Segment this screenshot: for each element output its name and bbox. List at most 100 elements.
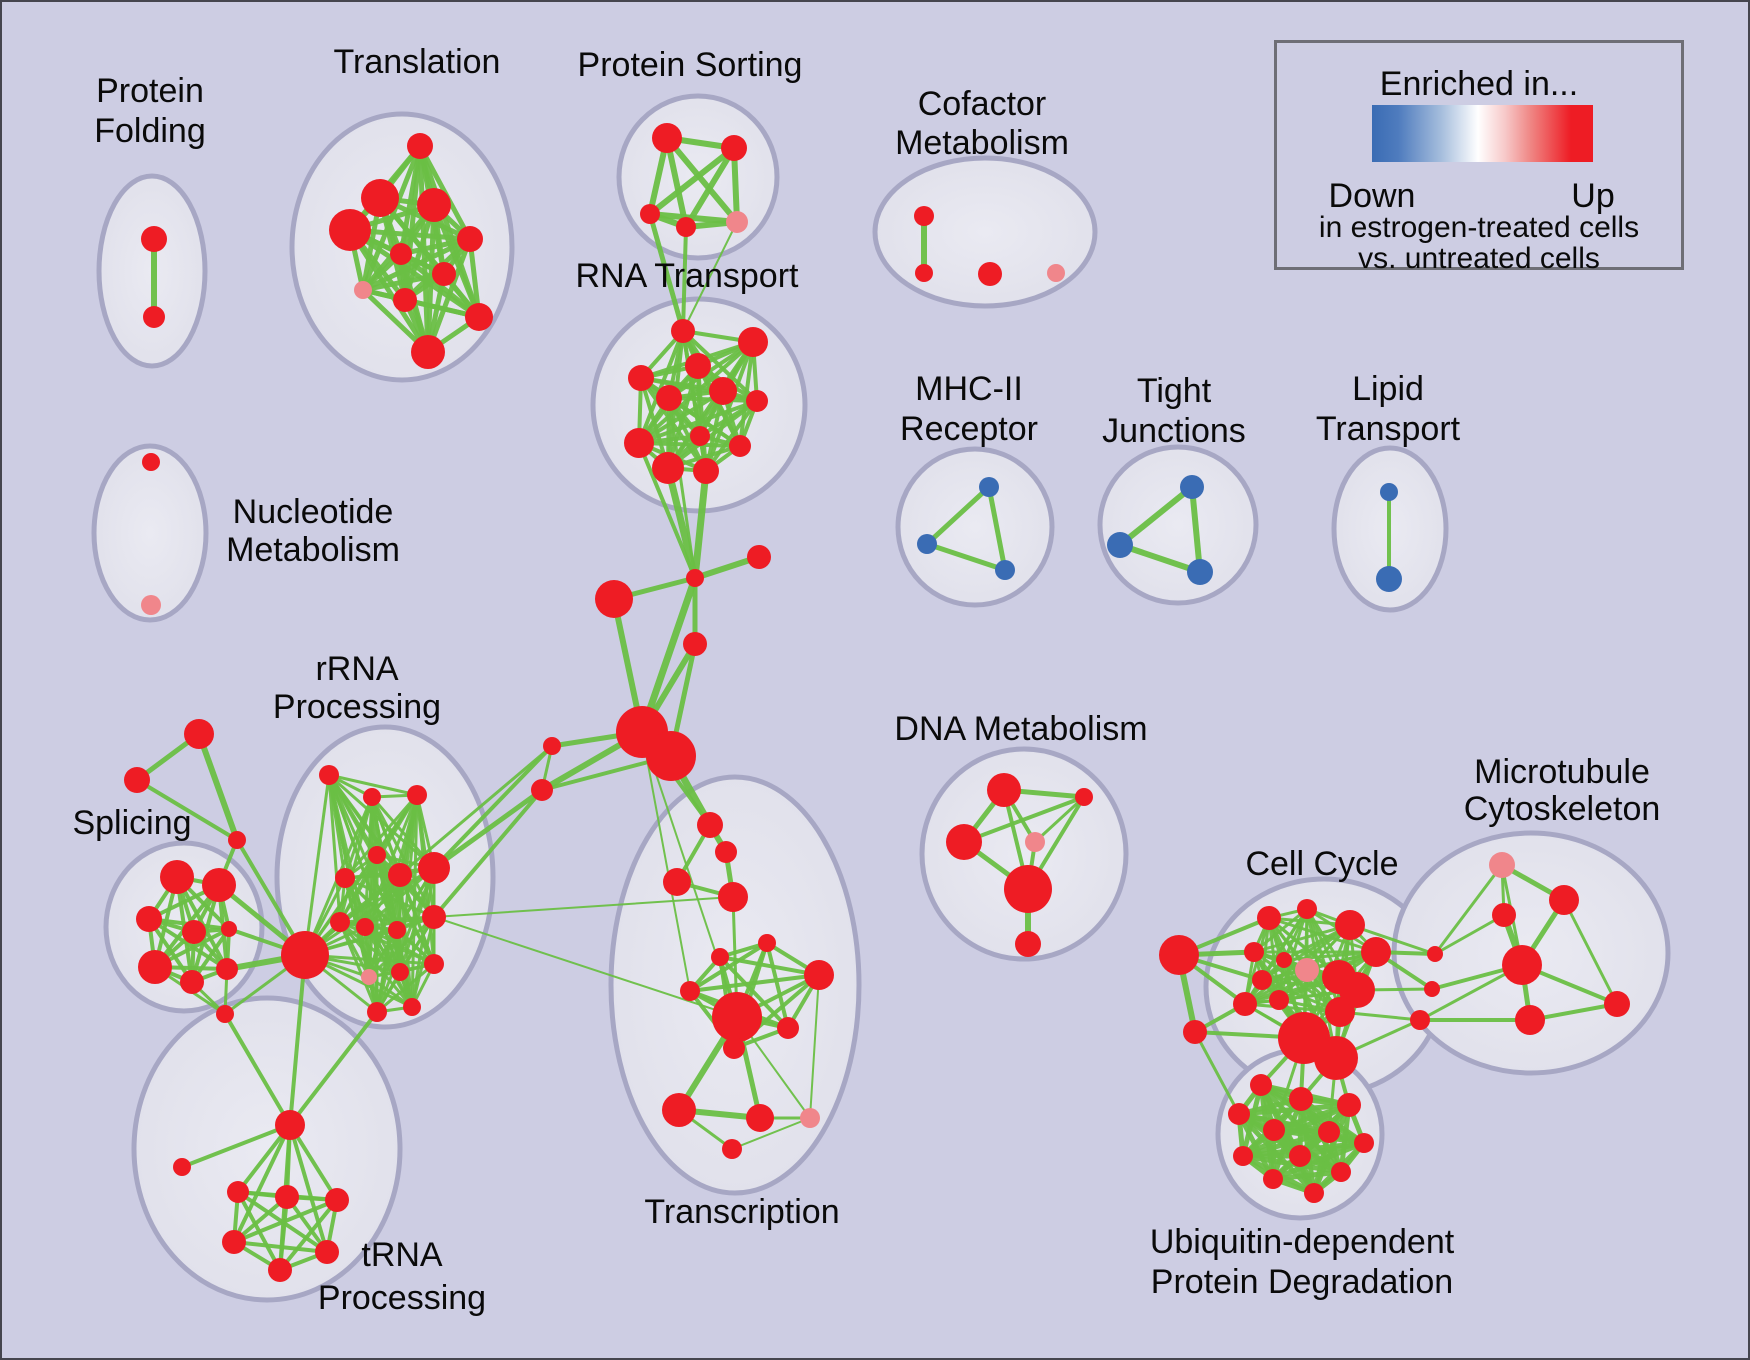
- network-node-hb2[interactable]: [646, 731, 696, 781]
- network-node-tl1[interactable]: [407, 133, 433, 159]
- network-node-nm1[interactable]: [142, 453, 160, 471]
- network-node-tc6[interactable]: [711, 948, 729, 966]
- network-node-pf1[interactable]: [141, 226, 167, 252]
- network-node-cf3[interactable]: [978, 262, 1002, 286]
- network-node-cc9[interactable]: [1295, 958, 1319, 982]
- network-node-ub10[interactable]: [1331, 1162, 1351, 1182]
- network-node-cc13[interactable]: [1233, 992, 1257, 1016]
- network-node-tl11[interactable]: [411, 335, 445, 369]
- network-node-mh1[interactable]: [979, 477, 999, 497]
- network-node-tc12[interactable]: [662, 1093, 696, 1127]
- network-node-sp1[interactable]: [160, 860, 194, 894]
- network-node-mt5[interactable]: [1515, 1005, 1545, 1035]
- network-node-sp4[interactable]: [182, 920, 206, 944]
- network-node-wn2[interactable]: [531, 779, 553, 801]
- network-node-ub9[interactable]: [1289, 1145, 1311, 1167]
- network-node-tn3[interactable]: [275, 1185, 299, 1209]
- network-node-cc15[interactable]: [1325, 997, 1355, 1027]
- network-node-rt8[interactable]: [624, 428, 654, 458]
- network-node-ps1[interactable]: [652, 123, 682, 153]
- network-node-rr11[interactable]: [422, 905, 446, 929]
- network-node-rr14[interactable]: [391, 963, 409, 981]
- network-node-tl5[interactable]: [457, 226, 483, 252]
- network-node-tn0[interactable]: [275, 1110, 305, 1140]
- network-node-rt3[interactable]: [685, 353, 711, 379]
- network-node-mt6[interactable]: [1604, 991, 1630, 1017]
- network-node-rr12[interactable]: [281, 931, 329, 979]
- network-node-cc1[interactable]: [1159, 935, 1199, 975]
- network-node-tg3[interactable]: [228, 831, 246, 849]
- network-node-tc13[interactable]: [746, 1104, 774, 1132]
- network-node-rr10[interactable]: [388, 921, 406, 939]
- network-node-dm3[interactable]: [946, 824, 982, 860]
- network-node-dm4[interactable]: [1025, 832, 1045, 852]
- network-node-tc2[interactable]: [715, 841, 737, 863]
- network-node-dm1[interactable]: [987, 773, 1021, 807]
- network-node-ub6[interactable]: [1318, 1121, 1340, 1143]
- network-node-sp2[interactable]: [202, 868, 236, 902]
- network-node-sp3[interactable]: [136, 906, 162, 932]
- network-node-ub7[interactable]: [1354, 1133, 1374, 1153]
- network-node-cf1[interactable]: [914, 206, 934, 226]
- network-node-tn2[interactable]: [227, 1181, 249, 1203]
- network-node-rt12[interactable]: [693, 458, 719, 484]
- network-node-tl4[interactable]: [329, 209, 371, 251]
- network-node-rt10[interactable]: [729, 435, 751, 457]
- network-node-wn1[interactable]: [543, 737, 561, 755]
- network-node-tc7[interactable]: [680, 981, 700, 1001]
- network-node-tc14[interactable]: [800, 1108, 820, 1128]
- network-node-cc7[interactable]: [1244, 942, 1264, 962]
- network-node-rt6[interactable]: [709, 377, 737, 405]
- network-node-mt3[interactable]: [1492, 903, 1516, 927]
- network-node-ps4[interactable]: [676, 217, 696, 237]
- network-node-mt2[interactable]: [1549, 885, 1579, 915]
- network-node-rt7[interactable]: [746, 390, 768, 412]
- network-node-rt9[interactable]: [690, 426, 710, 446]
- network-node-br3[interactable]: [1410, 1010, 1430, 1030]
- network-node-cc8[interactable]: [1276, 952, 1292, 968]
- network-node-rr4[interactable]: [368, 846, 386, 864]
- network-node-ub12[interactable]: [1304, 1183, 1324, 1203]
- network-node-cn4[interactable]: [683, 632, 707, 656]
- network-node-sp8[interactable]: [216, 958, 238, 980]
- network-node-rr13[interactable]: [361, 969, 377, 985]
- network-node-mh2[interactable]: [917, 534, 937, 554]
- network-node-tl3[interactable]: [417, 188, 451, 222]
- network-node-rr1[interactable]: [319, 765, 339, 785]
- network-node-cc3[interactable]: [1257, 906, 1281, 930]
- network-node-dm2[interactable]: [1075, 788, 1093, 806]
- network-node-ps2[interactable]: [721, 135, 747, 161]
- network-node-tc3[interactable]: [663, 868, 691, 896]
- network-node-tc9[interactable]: [712, 992, 762, 1042]
- network-node-cc10[interactable]: [1252, 970, 1272, 990]
- network-node-cf2[interactable]: [915, 264, 933, 282]
- network-node-cc17[interactable]: [1314, 1036, 1358, 1080]
- network-node-tn6[interactable]: [315, 1240, 339, 1264]
- network-node-rr7[interactable]: [418, 852, 450, 884]
- network-node-tc5[interactable]: [758, 934, 776, 952]
- network-node-cf4[interactable]: [1047, 264, 1065, 282]
- network-node-rr2[interactable]: [363, 788, 381, 806]
- network-node-mt1[interactable]: [1489, 852, 1515, 878]
- network-node-tl10[interactable]: [465, 303, 493, 331]
- network-node-br1[interactable]: [1427, 946, 1443, 962]
- network-node-pf2[interactable]: [143, 306, 165, 328]
- network-node-rr9[interactable]: [356, 918, 374, 936]
- network-node-cc12[interactable]: [1339, 972, 1375, 1008]
- network-node-rr8[interactable]: [330, 912, 350, 932]
- network-node-br2[interactable]: [1424, 981, 1440, 997]
- network-node-tj3[interactable]: [1187, 559, 1213, 585]
- network-node-tn7[interactable]: [268, 1258, 292, 1282]
- network-node-rr17[interactable]: [403, 998, 421, 1016]
- network-node-ub5[interactable]: [1263, 1119, 1285, 1141]
- network-node-rt11[interactable]: [652, 452, 684, 484]
- network-node-ub3[interactable]: [1337, 1093, 1361, 1117]
- network-node-cn1[interactable]: [686, 569, 704, 587]
- network-node-tc8[interactable]: [804, 960, 834, 990]
- network-node-tj2[interactable]: [1107, 532, 1133, 558]
- network-node-rr5[interactable]: [335, 868, 355, 888]
- network-node-lp1[interactable]: [1380, 483, 1398, 501]
- network-node-cc2[interactable]: [1183, 1020, 1207, 1044]
- network-node-ub4[interactable]: [1228, 1103, 1250, 1125]
- network-node-tc15[interactable]: [722, 1139, 742, 1159]
